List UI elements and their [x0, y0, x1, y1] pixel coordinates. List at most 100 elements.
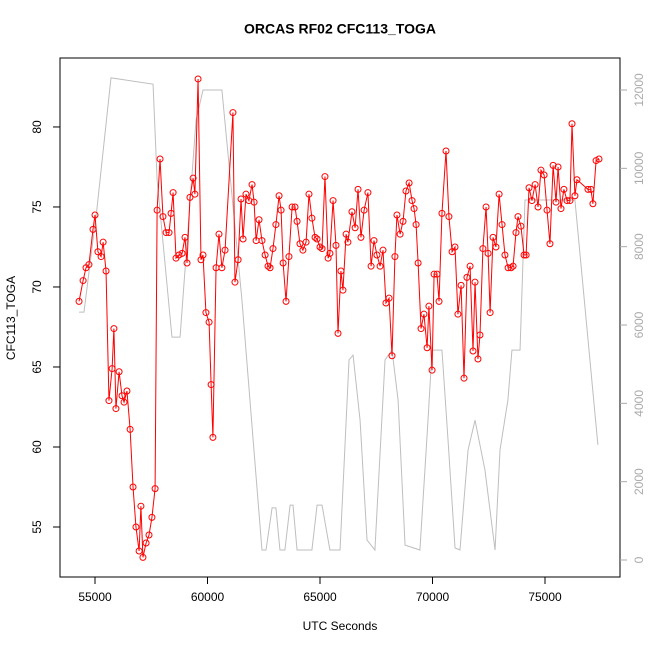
point — [492, 243, 500, 251]
point — [237, 195, 245, 203]
point — [291, 203, 299, 211]
point — [231, 278, 239, 286]
point — [115, 368, 123, 376]
point — [522, 251, 530, 259]
point — [282, 297, 290, 305]
point — [337, 267, 345, 275]
point — [191, 190, 199, 198]
point — [318, 245, 326, 253]
point — [97, 253, 105, 261]
point — [248, 181, 256, 189]
y2-tick-label: 0 — [632, 556, 646, 563]
point — [552, 198, 560, 206]
point — [183, 259, 191, 267]
point — [479, 245, 487, 253]
point — [89, 225, 97, 233]
point — [566, 197, 574, 205]
point — [360, 206, 368, 214]
point — [476, 331, 484, 339]
point — [514, 213, 522, 221]
point — [540, 171, 548, 179]
point — [469, 347, 477, 355]
x-tick-label: 65000 — [303, 590, 337, 604]
point — [339, 286, 347, 294]
point — [277, 206, 285, 214]
point — [239, 235, 247, 243]
point — [329, 197, 337, 205]
point — [393, 211, 401, 219]
point — [534, 203, 542, 211]
point — [405, 179, 413, 187]
point — [423, 344, 431, 352]
y-tick-label: 70 — [30, 280, 44, 294]
point — [308, 214, 316, 222]
point — [554, 163, 562, 171]
point — [221, 246, 229, 254]
y2-tick-label: 12000 — [632, 73, 646, 107]
y2-tick-label: 10000 — [632, 151, 646, 185]
point — [129, 483, 137, 491]
point — [420, 310, 428, 318]
point — [299, 246, 307, 254]
point — [255, 216, 263, 224]
point — [402, 187, 410, 195]
point — [537, 166, 545, 174]
point — [509, 262, 517, 270]
point — [498, 221, 506, 229]
point — [573, 176, 581, 184]
point — [414, 259, 422, 267]
point — [466, 262, 474, 270]
point — [132, 523, 140, 531]
point — [305, 190, 313, 198]
point — [379, 246, 387, 254]
point — [311, 233, 319, 241]
point — [342, 230, 350, 238]
point — [474, 355, 482, 363]
point — [501, 251, 509, 259]
point — [399, 217, 407, 225]
point — [525, 184, 533, 192]
point — [367, 262, 375, 270]
point — [463, 273, 471, 281]
point — [528, 197, 536, 205]
point — [351, 224, 359, 232]
point — [531, 181, 539, 189]
point — [181, 233, 189, 241]
point — [156, 155, 164, 163]
point — [108, 365, 116, 373]
point — [412, 221, 420, 229]
point — [264, 262, 272, 270]
y2-tick-label: 2000 — [632, 468, 646, 495]
point — [99, 238, 107, 246]
point — [126, 425, 134, 433]
y2-tick-label: 6000 — [632, 311, 646, 338]
point — [507, 264, 515, 272]
point — [438, 209, 446, 217]
x-tick-label: 75000 — [528, 590, 562, 604]
point — [560, 185, 568, 193]
point — [118, 392, 126, 400]
point — [75, 297, 83, 305]
point — [189, 174, 197, 182]
point — [568, 120, 576, 128]
point — [169, 189, 177, 197]
point — [408, 197, 416, 205]
point — [354, 185, 362, 193]
point — [370, 237, 378, 245]
x-tick-label: 70000 — [416, 590, 450, 604]
point — [332, 241, 340, 249]
point — [137, 502, 145, 510]
point — [595, 155, 603, 163]
point — [94, 248, 102, 256]
point — [348, 208, 356, 216]
point — [563, 197, 571, 205]
point — [410, 205, 418, 213]
y-axis-label: CFC113_TOGA — [4, 276, 18, 360]
point — [321, 173, 329, 181]
point — [199, 251, 207, 259]
point — [557, 205, 565, 213]
point — [288, 203, 296, 211]
point — [324, 254, 332, 262]
point — [275, 192, 283, 200]
